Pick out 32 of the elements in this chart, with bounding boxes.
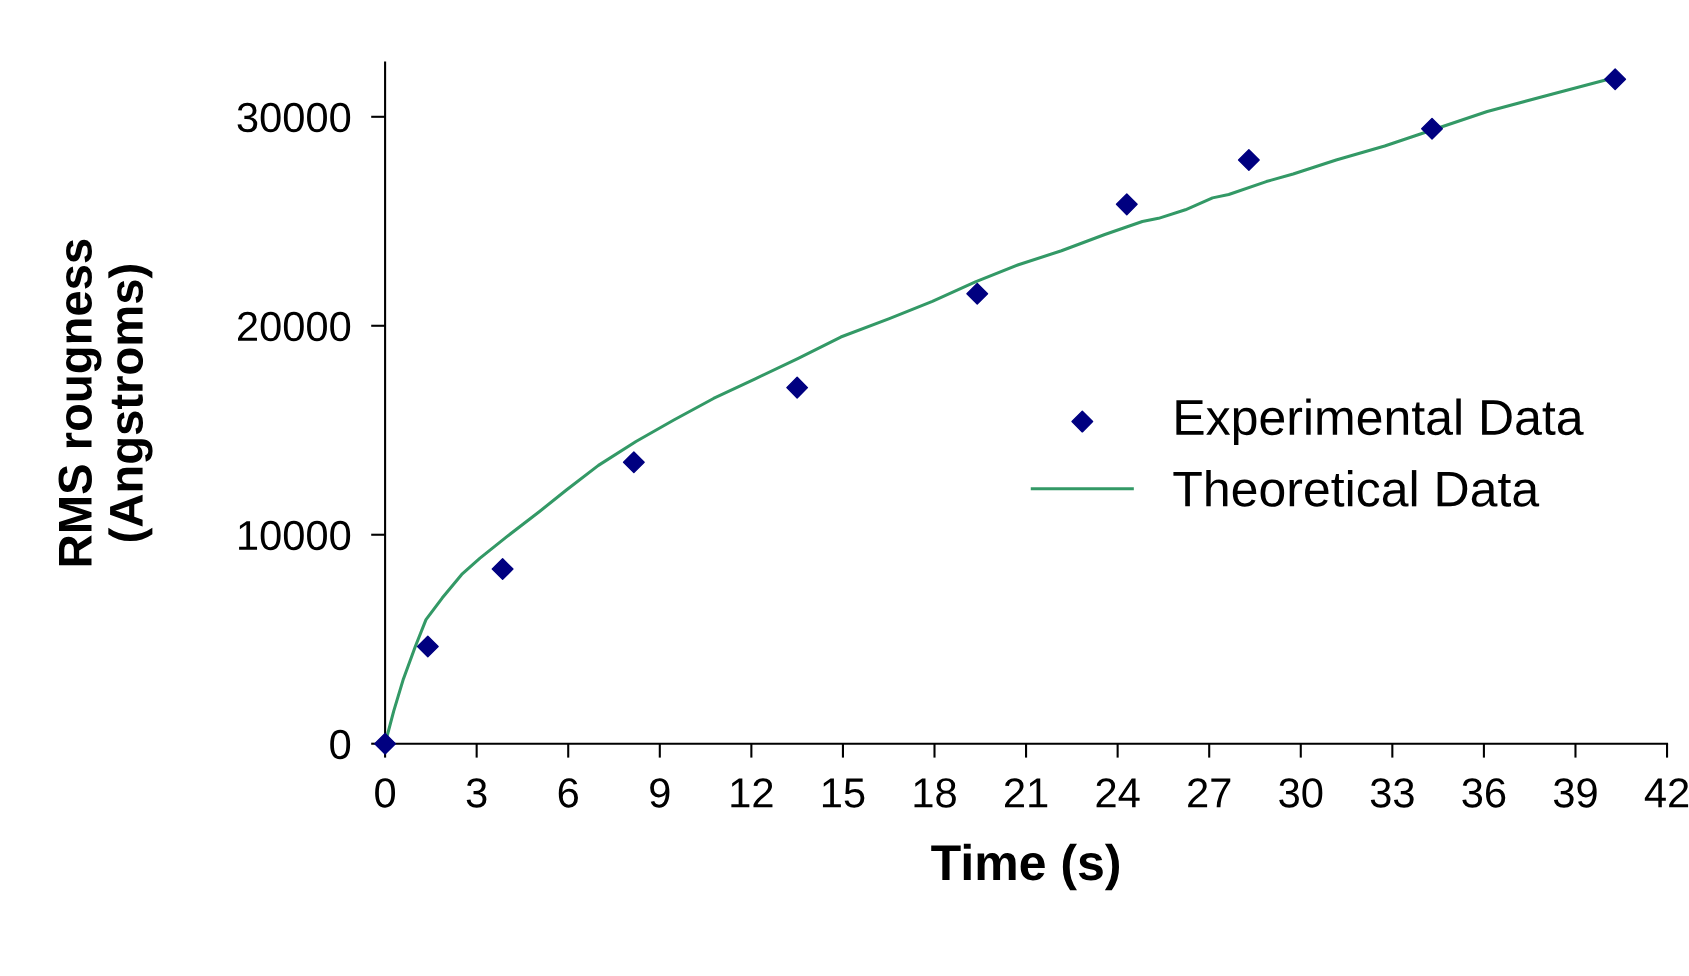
x-tick-label: 39 [1553, 778, 1597, 808]
y-tick-label: 0 [330, 729, 351, 760]
x-tick-label: 6 [558, 778, 578, 808]
x-tick-label: 9 [650, 778, 670, 808]
point [786, 376, 809, 399]
point [1115, 193, 1138, 216]
y-axis-title: RMS rougness (Angstroms) [58, 239, 153, 566]
legend-label: Theoretical Data [1173, 470, 1540, 507]
point [1237, 149, 1260, 172]
x-tick-label: 30 [1279, 778, 1323, 808]
point [491, 558, 514, 581]
x-tick-label: 24 [1096, 778, 1140, 808]
x-tick-label: 12 [731, 778, 773, 808]
x-tick-label: 21 [1004, 778, 1048, 808]
point [622, 451, 645, 474]
point [966, 282, 989, 305]
x-tick-label: 15 [822, 778, 865, 808]
point [1604, 68, 1627, 91]
x-tick-label: 18 [914, 778, 956, 808]
point [416, 635, 439, 658]
point [1421, 117, 1444, 140]
x-tick-label: 27 [1188, 778, 1231, 808]
x-tick-label: 33 [1370, 778, 1414, 808]
x-tick-label: 42 [1644, 778, 1689, 808]
y-tick-label: 20000 [238, 311, 351, 342]
y-tick-label: 10000 [239, 520, 351, 551]
x-tick-label: 36 [1462, 778, 1506, 808]
x-tick-label: 0 [375, 778, 396, 808]
x-axis-title: Time (s) [931, 843, 1119, 891]
y-tick-label: 30000 [237, 102, 351, 133]
x-tick-label: 3 [466, 778, 487, 808]
legend-label: Experimental Data [1176, 398, 1584, 446]
